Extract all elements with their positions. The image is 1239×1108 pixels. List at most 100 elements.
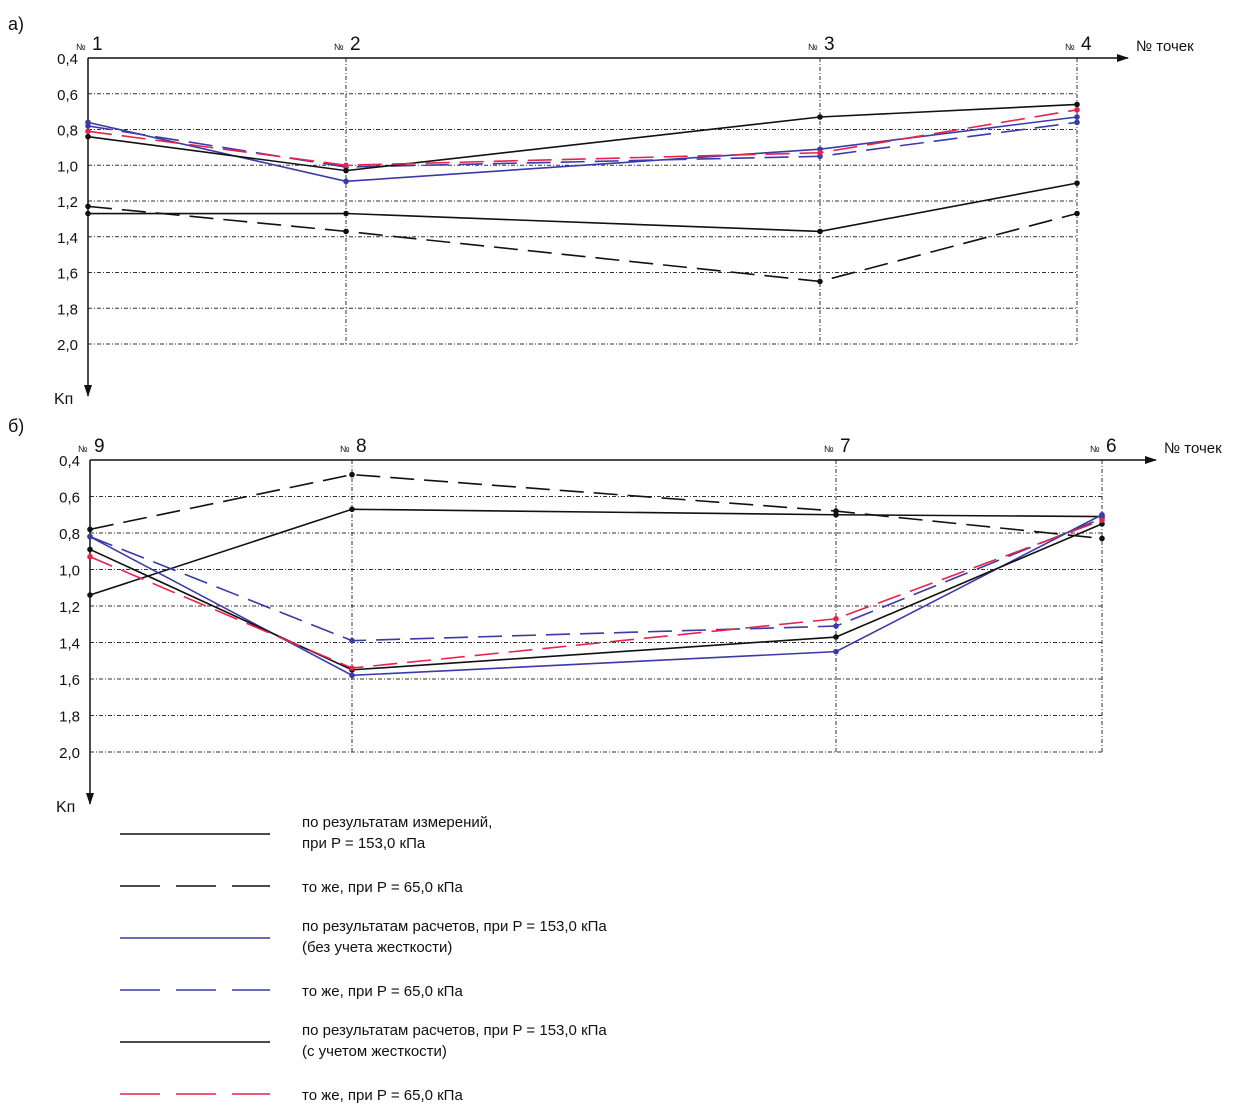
data-point	[1074, 210, 1080, 217]
y-tick-label: 1,6	[57, 266, 78, 283]
legend-label: то же, при P = 65,0 кПа	[302, 1087, 463, 1103]
chart-panel-b: 0,4 0,6 0,8 1,0 1,2 1,4 1,6 1,8 2,0 № точек Kп № 9 № 8…	[56, 436, 1222, 816]
data-point	[1074, 180, 1080, 186]
data-point	[1074, 101, 1080, 108]
y-tick-label: 1,8	[59, 709, 80, 726]
data-point	[349, 672, 355, 679]
series-line-1	[89, 508, 1103, 596]
data-point	[817, 228, 823, 235]
data-point	[1074, 119, 1080, 126]
data-point	[349, 637, 355, 644]
data-point	[87, 526, 93, 533]
y-tick-label: 0,6	[57, 87, 78, 104]
data-point	[349, 665, 355, 671]
data-point	[87, 533, 93, 540]
point-label: 6	[1106, 436, 1117, 457]
data-point	[85, 203, 91, 210]
data-point	[85, 133, 91, 140]
series-line-5	[89, 523, 1103, 671]
point-label: 2	[350, 34, 361, 55]
data-point	[343, 162, 349, 169]
point-prefix: №	[340, 444, 350, 454]
data-point	[817, 278, 823, 285]
data-point	[817, 149, 823, 156]
data-point	[87, 546, 93, 553]
point-label: 7	[840, 436, 851, 457]
y-tick-label: 0,4	[57, 51, 78, 68]
y-tick-label: 1,6	[59, 672, 80, 689]
data-point	[833, 615, 839, 622]
y-tick-label: 1,2	[59, 599, 80, 616]
chart-panel-a: 0,4 0,6 0,8 1,0 1,2 1,4 1,6 1,8 2,0 № точек Kп № 1 № 2…	[54, 34, 1194, 408]
data-point	[85, 123, 91, 129]
y-tick-label: 0,8	[59, 526, 80, 543]
data-point	[349, 506, 355, 513]
y-tick-label: 2,0	[59, 745, 80, 762]
y-tick-label: 1,0	[57, 158, 78, 175]
y-tick-label: 1,2	[57, 194, 78, 211]
data-point	[85, 210, 91, 217]
y-tick-label: 1,8	[57, 301, 78, 318]
y-tick-label: 1,4	[57, 230, 78, 247]
series-line-5	[87, 103, 1078, 172]
y-tick-label: 0,4	[59, 453, 80, 470]
y-tick-label: 2,0	[57, 337, 78, 354]
data-point	[833, 508, 839, 514]
data-point	[343, 228, 349, 235]
panel-b-label: б)	[8, 416, 24, 436]
data-point	[343, 167, 349, 174]
point-prefix: №	[334, 42, 344, 52]
data-point	[817, 114, 823, 120]
data-point	[833, 634, 839, 640]
point-prefix: №	[808, 42, 818, 52]
legend-label: по результатам расчетов, при P = 153,0 к…	[302, 1022, 607, 1039]
x-axis-label: № точек	[1164, 440, 1222, 457]
series-line-2	[87, 205, 1078, 283]
point-prefix: №	[824, 444, 834, 454]
point-label: 9	[94, 436, 105, 457]
data-point	[1099, 535, 1105, 542]
legend-label: то же, при P = 65,0 кПа	[302, 983, 463, 1000]
panel-a-label: а)	[8, 14, 24, 34]
data-point	[343, 178, 349, 185]
point-prefix: №	[1065, 42, 1075, 52]
y-tick-label: 0,8	[57, 123, 78, 140]
data-point	[1074, 114, 1080, 120]
y-tick-label: 0,6	[59, 490, 80, 507]
data-point	[833, 623, 839, 629]
series-line-4	[87, 121, 1078, 168]
series-line-1	[88, 182, 1078, 233]
data-point	[343, 210, 349, 217]
point-label: 3	[824, 34, 835, 55]
point-label: 4	[1081, 34, 1092, 55]
data-point	[87, 553, 93, 560]
series-line-6	[89, 519, 1103, 669]
legend-label: (без учета жесткости)	[302, 939, 452, 956]
data-point	[1074, 107, 1080, 113]
point-label: 8	[356, 436, 367, 457]
legend: по результатам измерений, при P = 153,0 к…	[120, 814, 607, 1104]
point-prefix: №	[78, 444, 88, 454]
point-prefix: №	[76, 42, 86, 52]
data-point	[85, 128, 91, 135]
data-point	[1099, 517, 1105, 524]
series-line-2	[89, 473, 1103, 540]
data-point	[87, 592, 93, 598]
point-prefix: №	[1090, 444, 1100, 454]
y-axis-label: Kп	[56, 799, 75, 816]
x-axis-label: № точек	[1136, 38, 1194, 55]
legend-label: при P = 153,0 кПа	[302, 835, 426, 852]
data-point	[349, 471, 355, 478]
data-point	[833, 648, 839, 655]
legend-label: то же, при P = 65,0 кПа	[302, 879, 463, 896]
series-line-4	[89, 517, 1103, 642]
legend-label: (с учетом жесткости)	[302, 1043, 447, 1060]
series-line-6	[87, 109, 1078, 167]
y-tick-label: 1,4	[59, 636, 80, 653]
y-tick-label: 1,0	[59, 563, 80, 580]
series-line-3	[89, 514, 1103, 677]
legend-label: по результатам расчетов, при P = 153,0 к…	[302, 918, 607, 935]
y-axis-label: Kп	[54, 391, 73, 408]
legend-label: по результатам измерений,	[302, 814, 492, 831]
